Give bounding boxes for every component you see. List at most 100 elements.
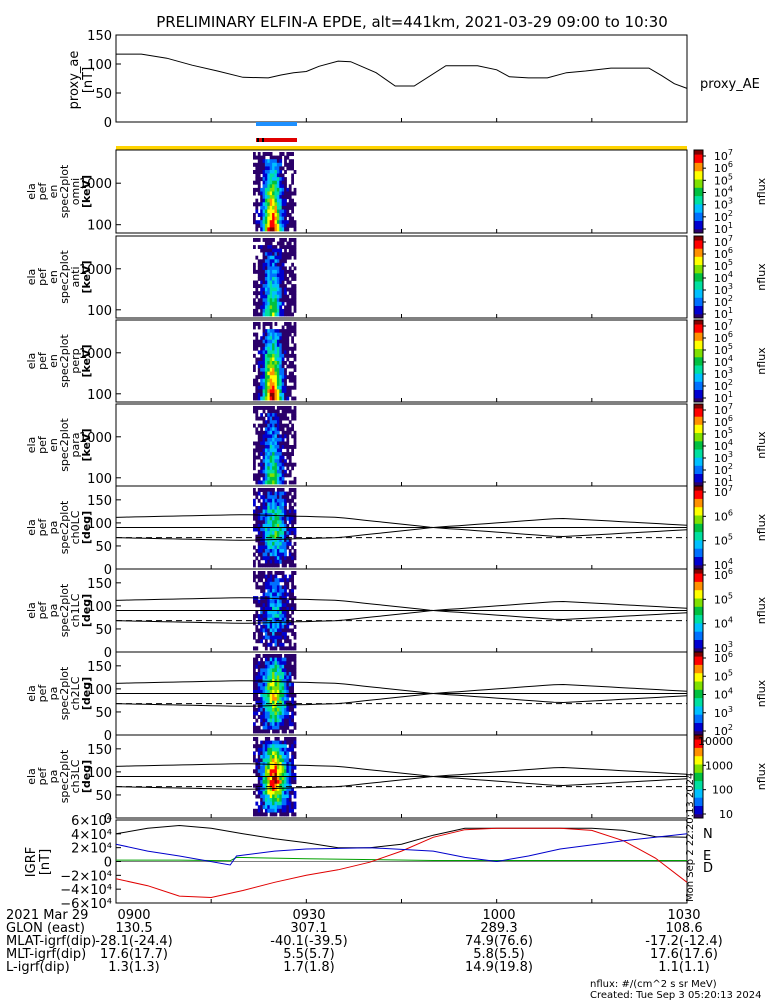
- spectrogram-cell: [264, 392, 268, 397]
- spectrogram-cell: [293, 238, 297, 242]
- spectrogram-cell: [276, 159, 280, 164]
- spectrogram-cell: [279, 689, 283, 694]
- spectrogram-cell: [281, 596, 285, 601]
- colorbar-cell: [694, 610, 703, 613]
- spectrogram-cell: [288, 480, 292, 485]
- spectrogram-cell: [276, 794, 280, 799]
- spectrogram-cell: [286, 762, 290, 767]
- spectrogram-cell: [257, 707, 261, 712]
- spectrogram-cell: [269, 346, 273, 351]
- spectrogram-cell: [257, 661, 261, 666]
- spectrogram-cell: [255, 599, 259, 604]
- spectrogram-cell: [288, 520, 292, 525]
- spectrogram-cell: [264, 385, 268, 390]
- spectrogram-cell: [262, 162, 266, 167]
- spectrogram-cell: [281, 445, 285, 449]
- spectrogram-cell: [269, 480, 273, 485]
- spectrogram-cell: [272, 805, 275, 810]
- spectrogram-cell: [284, 704, 287, 709]
- spectrogram-cell: [272, 298, 275, 303]
- spectrogram-cell: [276, 480, 280, 485]
- ch0LC-colorbar-label: 105: [714, 533, 733, 548]
- spectrogram-cell: [264, 509, 268, 514]
- spectrogram-cell: [262, 336, 266, 341]
- spectrogram-cell: [286, 801, 290, 806]
- spectrogram-cell: [257, 452, 261, 456]
- spectrogram-cell: [291, 657, 294, 662]
- spectrogram-cell: [269, 606, 273, 611]
- spectrogram-cell: [262, 191, 266, 196]
- spectrogram-cell: [291, 252, 294, 257]
- spectrogram-cell: [284, 291, 287, 296]
- spectrogram-cell: [262, 301, 266, 306]
- spectrogram-cell: [279, 166, 283, 171]
- spectrogram-cell: [276, 396, 280, 401]
- spectrogram-cell: [262, 812, 266, 817]
- spectrogram-cell: [291, 578, 294, 583]
- spectrogram-cell: [276, 241, 280, 246]
- spectrogram-cell: [267, 520, 271, 525]
- spectrogram-cell: [276, 491, 280, 496]
- spectrogram-cell: [274, 787, 278, 792]
- spectrogram-cell: [267, 452, 271, 456]
- spectrogram-cell: [267, 541, 271, 546]
- spectrogram-cell: [293, 541, 297, 546]
- spectrogram-cell: [291, 769, 294, 774]
- colorbar-cell: [694, 662, 703, 665]
- spectrogram-cell: [262, 628, 266, 633]
- spectrogram-cell: [257, 571, 261, 575]
- spectrogram-cell: [269, 545, 273, 550]
- spectrogram-cell: [253, 364, 256, 369]
- spectrogram-cell: [255, 491, 259, 496]
- spectrogram-cell: [260, 343, 263, 348]
- spectrogram-cell: [267, 682, 271, 687]
- spectrogram-cell: [274, 155, 278, 160]
- spectrogram-cell: [276, 423, 280, 428]
- spectrogram-cell: [272, 459, 275, 464]
- spectrogram-cell: [281, 679, 285, 684]
- spectrogram-cell: [274, 445, 278, 449]
- spectrogram-cell: [276, 635, 280, 640]
- spectrogram-cell: [291, 385, 294, 390]
- spectrogram-cell: [255, 693, 259, 698]
- colorbar-cell: [694, 542, 703, 545]
- spectrogram-cell: [279, 599, 283, 604]
- spectrogram-cell: [267, 592, 271, 597]
- spectrogram-cell: [255, 769, 259, 774]
- spectrogram-cell: [257, 396, 261, 401]
- spectrogram-cell: [274, 248, 278, 253]
- spectrogram-cell: [260, 198, 263, 203]
- spectrogram-cell: [264, 273, 268, 278]
- colorbar-cell: [694, 600, 703, 603]
- spectrogram-cell: [262, 350, 266, 355]
- colorbar-cell: [694, 350, 703, 354]
- spectrogram-cell: [274, 661, 278, 666]
- spectrogram-cell: [286, 704, 290, 709]
- spectrogram-cell: [276, 336, 280, 341]
- spectrogram-cell: [272, 657, 275, 662]
- colorbar-cell: [694, 379, 703, 382]
- spectrogram-cell: [269, 715, 273, 719]
- spectrogram-cell: [269, 159, 273, 164]
- spectrogram-cell: [274, 682, 278, 687]
- spectrogram-cell: [279, 170, 283, 174]
- spectrogram-cell: [260, 385, 263, 390]
- spectrogram-cell: [264, 287, 268, 292]
- spectrogram-cell: [291, 729, 294, 734]
- spectrogram-cell: [276, 216, 280, 221]
- colorbar-cell: [694, 309, 703, 313]
- colorbar-cell: [694, 537, 703, 541]
- colorbar-cell: [694, 270, 703, 274]
- spectrogram-cell: [269, 491, 273, 496]
- spectrogram-cell: [291, 277, 294, 281]
- spectrogram-cell: [274, 462, 278, 467]
- spectrogram-cell: [284, 654, 287, 658]
- spectrogram-cell: [255, 476, 259, 481]
- colorbar-cell: [694, 660, 703, 663]
- colorbar-cell: [694, 432, 703, 436]
- spectrogram-cell: [276, 262, 280, 267]
- spectrogram-cell: [276, 223, 280, 228]
- spectrogram-cell: [286, 545, 290, 550]
- spectrogram-cell: [260, 711, 263, 716]
- colorbar-cell: [694, 277, 703, 280]
